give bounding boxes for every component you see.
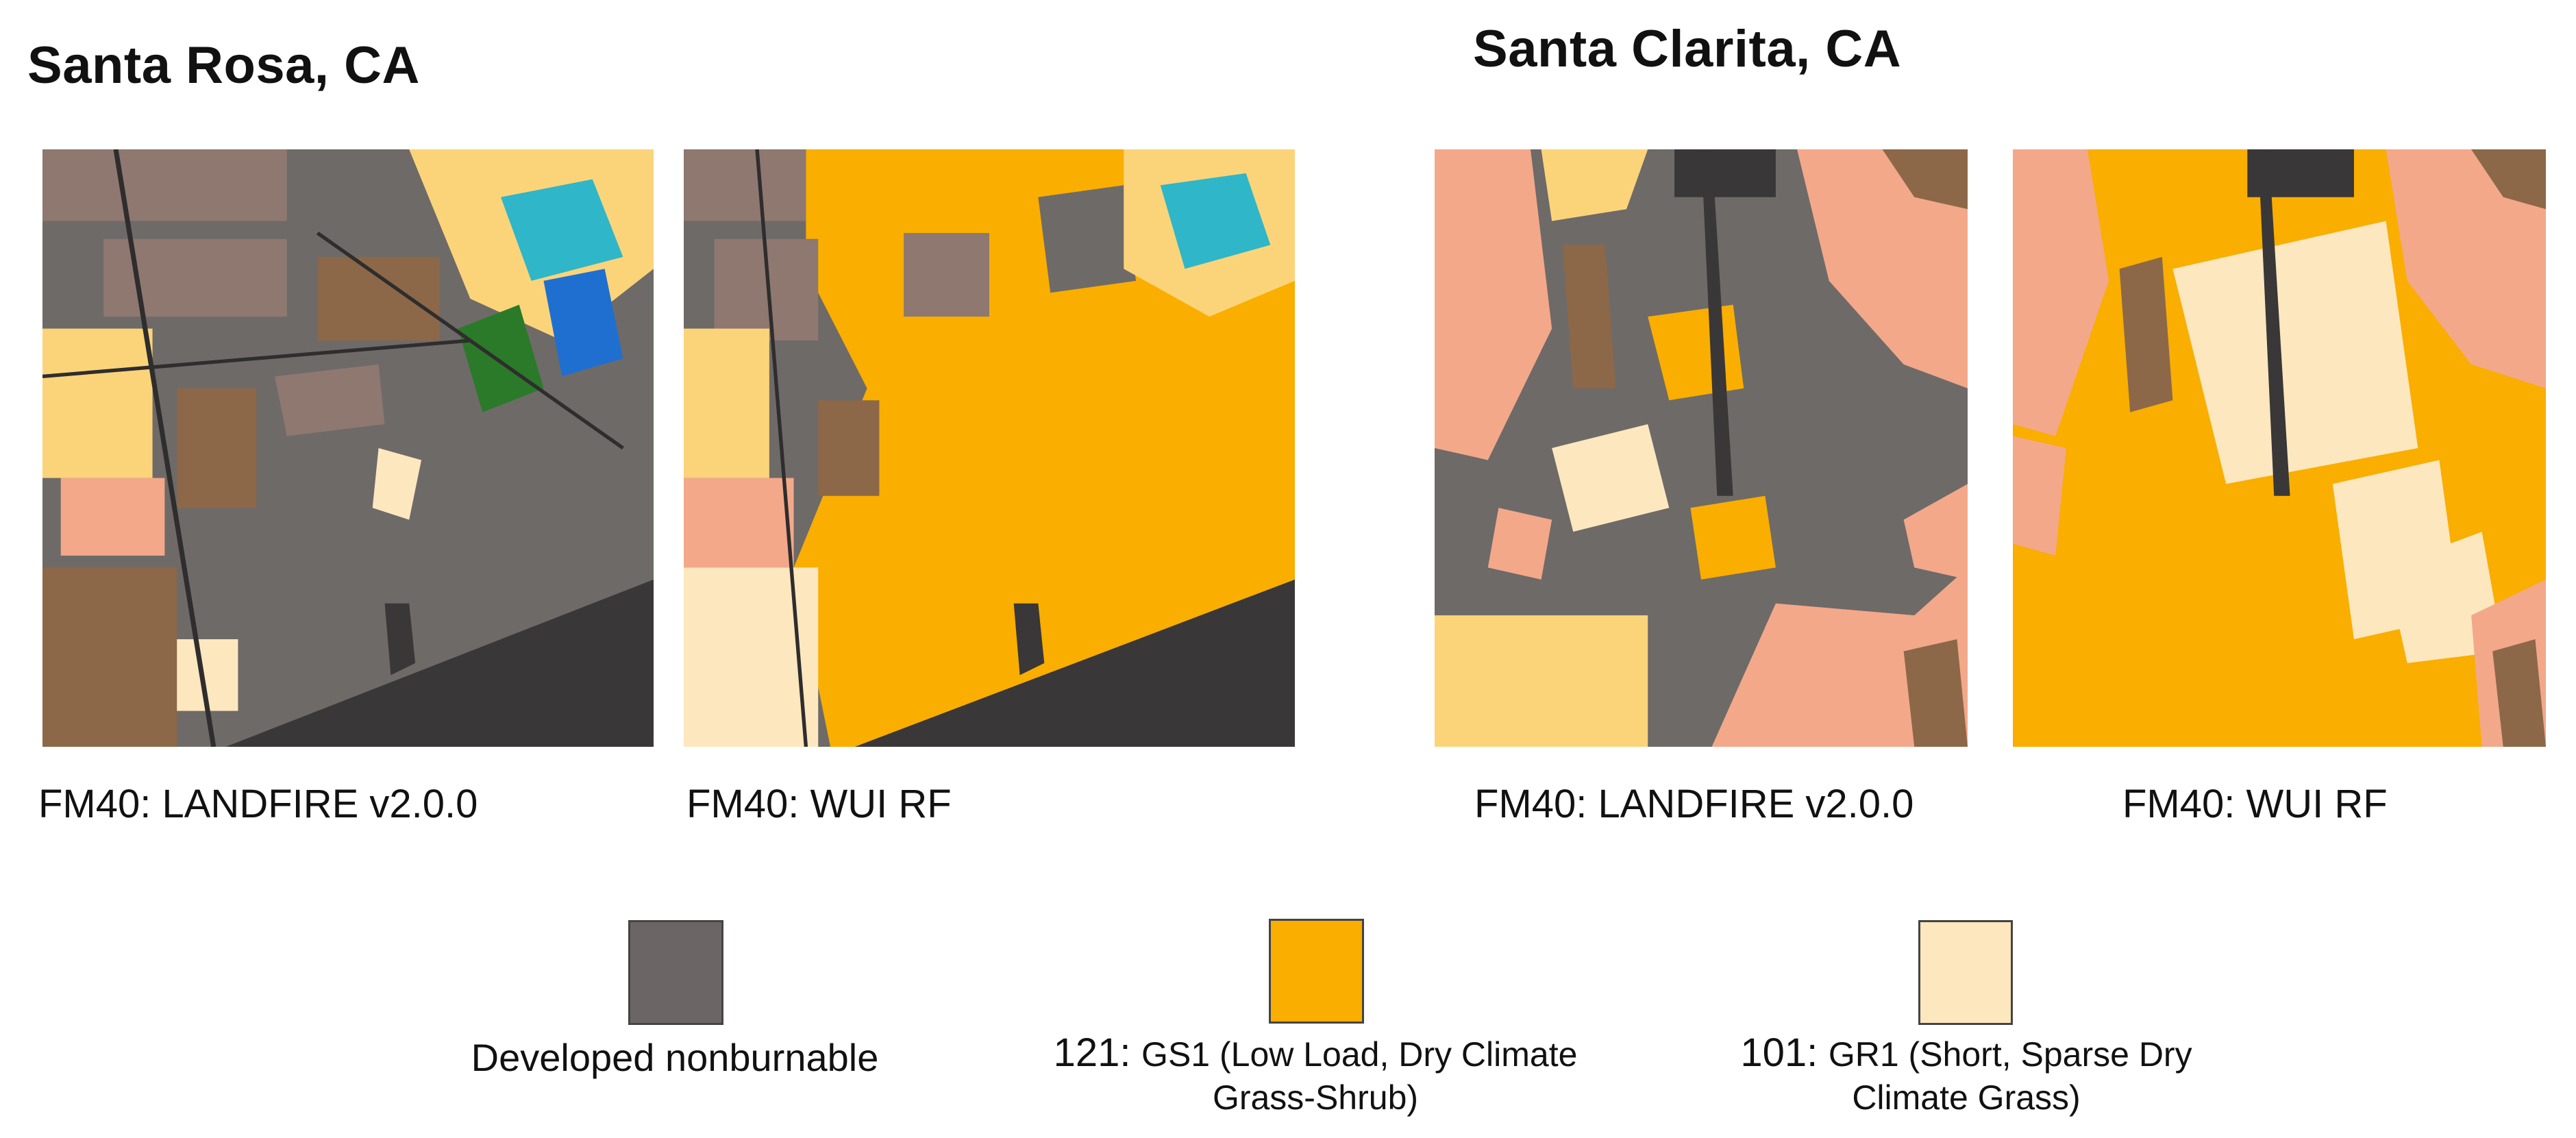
- map-image: [684, 149, 1295, 747]
- map-image: [1435, 149, 1968, 747]
- map-santa-rosa-landfire: [42, 149, 654, 747]
- caption-santa-rosa-landfire: FM40: LANDFIRE v2.0.0: [38, 782, 478, 826]
- legend-swatch-gr1: [1918, 920, 2013, 1025]
- legend-code: 101:: [1740, 1030, 1818, 1075]
- legend-swatch-gs1: [1269, 919, 1364, 1024]
- legend-label-gr1: 101: GR1 (Short, Sparse Dry Climate Gras…: [1672, 1029, 2261, 1118]
- map-santa-clarita-landfire: [1435, 149, 1968, 747]
- legend-label-line-1: 101: GR1 (Short, Sparse Dry: [1672, 1029, 2261, 1077]
- caption-santa-rosa-wui-rf: FM40: WUI RF: [686, 782, 952, 826]
- legend-code: 121:: [1053, 1030, 1131, 1075]
- map-image: [42, 149, 654, 747]
- legend-swatch-developed-nonburnable: [628, 920, 723, 1025]
- map-santa-clarita-wui-rf: [2013, 149, 2546, 747]
- legend-desc: GS1 (Low Load, Dry Climate: [1141, 1035, 1578, 1074]
- map-image: [2013, 149, 2546, 747]
- legend-label-developed-nonburnable: Developed nonburnable: [425, 1035, 925, 1080]
- legend-label-text: Developed nonburnable: [471, 1036, 879, 1079]
- region-title-santa-rosa: Santa Rosa, CA: [27, 36, 420, 95]
- legend-label-line-2: Climate Grass): [1852, 1078, 2081, 1117]
- legend-desc: GR1 (Short, Sparse Dry: [1828, 1035, 2192, 1074]
- map-santa-rosa-wui-rf: [684, 149, 1295, 747]
- caption-santa-clarita-landfire: FM40: LANDFIRE v2.0.0: [1474, 782, 1914, 826]
- legend-label-gs1: 121: GS1 (Low Load, Dry Climate Grass-Sh…: [1007, 1029, 1624, 1118]
- legend-label-line-2: Grass-Shrub): [1212, 1078, 1419, 1117]
- region-title-santa-clarita: Santa Clarita, CA: [1473, 20, 1902, 78]
- caption-santa-clarita-wui-rf: FM40: WUI RF: [2122, 782, 2388, 826]
- legend-label-line-1: 121: GS1 (Low Load, Dry Climate: [1007, 1029, 1624, 1077]
